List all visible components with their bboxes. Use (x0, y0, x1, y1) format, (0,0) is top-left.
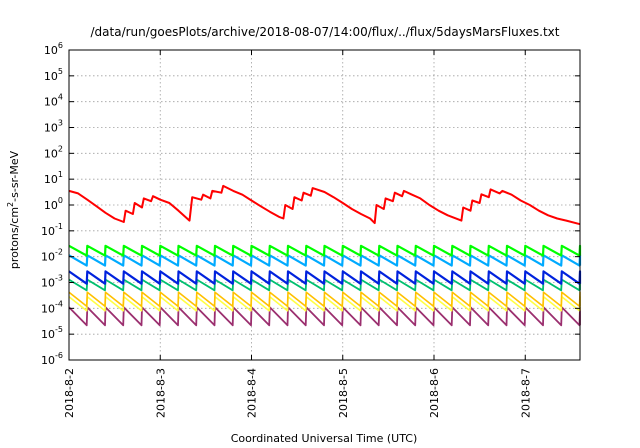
series-group (68, 184, 582, 327)
y-tick-label: 106 (44, 41, 63, 57)
series-line (68, 244, 582, 257)
x-tick-label: 2018-8-2 (63, 368, 76, 418)
y-tick-label: 10-4 (41, 299, 63, 315)
y-axis-label: protons/cm2-s-sr-MeV (6, 150, 21, 269)
series-line (68, 184, 581, 226)
x-tick-label: 2018-8-7 (519, 368, 532, 418)
x-tick-label: 2018-8-4 (246, 368, 259, 418)
y-axis-label-base: protons/cm (8, 207, 21, 269)
x-tick-label: 2018-8-3 (154, 368, 167, 418)
y-tick-label: 100 (44, 196, 63, 212)
series-line (68, 270, 582, 285)
y-tick-label: 10-3 (41, 274, 63, 290)
y-tick-label: 103 (44, 119, 63, 135)
x-axis: 2018-8-2 2018-8-3 2018-8-4 2018-8-5 2018-8-6… (63, 50, 532, 418)
x-tick-label: 2018-8-5 (337, 368, 350, 418)
y-tick-label: 101 (44, 170, 63, 186)
y-axis-label-sup: 2 (6, 202, 15, 207)
y-tick-label: 105 (44, 67, 63, 83)
x-tick-label: 2018-8-6 (428, 368, 441, 418)
series-line (68, 291, 581, 308)
y-axis: 10-6 10-5 10-4 10-3 10-2 10-1 100 101 102 103 104 1… (41, 41, 580, 367)
y-tick-label: 104 (44, 93, 63, 109)
grid (69, 50, 580, 360)
series-line (68, 306, 581, 327)
series-line (68, 254, 582, 267)
y-tick-label: 10-6 (41, 351, 63, 367)
y-tick-label: 10-1 (41, 222, 63, 238)
y-tick-label: 102 (44, 144, 63, 160)
series-line (68, 278, 581, 292)
y-tick-label: 10-2 (41, 248, 63, 264)
y-tick-label: 10-5 (41, 325, 63, 341)
y-axis-label-rest: -s-sr-MeV (8, 150, 21, 201)
x-axis-label: Coordinated Universal Time (UTC) (231, 432, 418, 445)
chart-title: /data/run/goesPlots/archive/2018-08-07/1… (91, 25, 560, 39)
